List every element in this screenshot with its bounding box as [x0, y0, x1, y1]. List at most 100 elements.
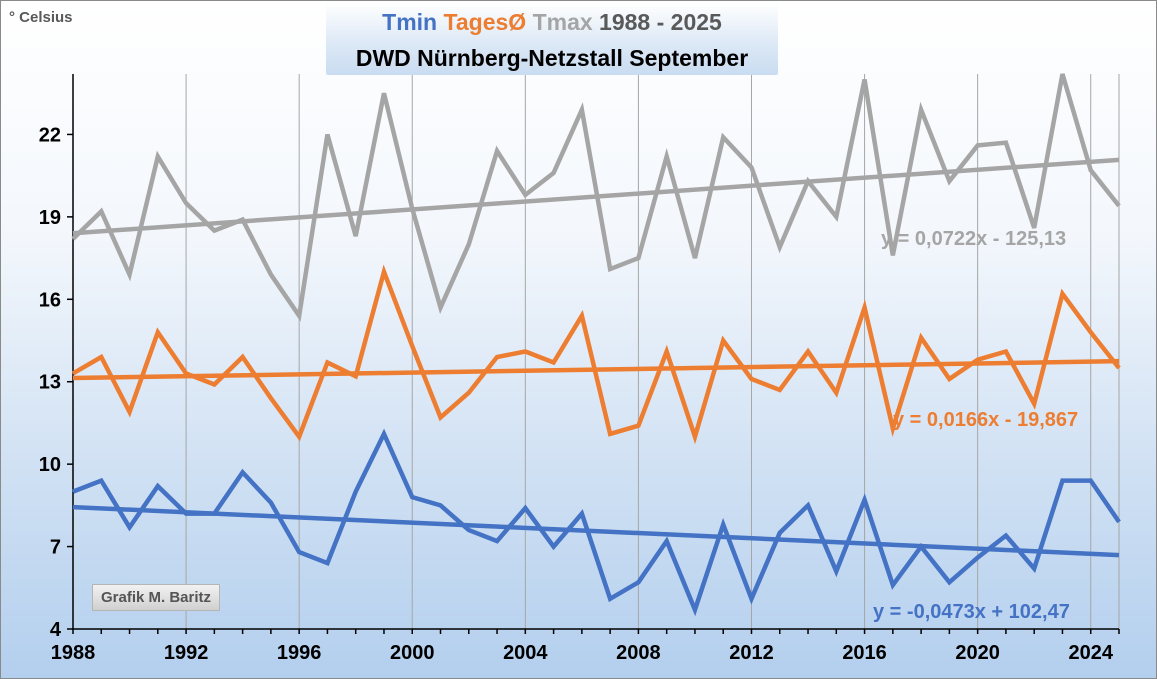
data-point-tagesmittel-1991 [157, 331, 159, 333]
data-point-tagesmittel-2025 [1118, 367, 1120, 369]
data-point-tmax-2004 [524, 194, 526, 196]
data-point-tmax-2021 [1005, 142, 1007, 144]
data-point-tagesmittel-2006 [581, 315, 583, 317]
x-tick-label-2016: 2016 [842, 642, 887, 664]
data-point-tmax-2010 [694, 257, 696, 259]
y-tick-label-16: 16 [39, 289, 61, 311]
data-point-tmin-2007 [609, 598, 611, 600]
y-tick-label-22: 22 [39, 124, 61, 146]
series-line-tmin [72, 428, 1121, 617]
x-tick-label-2012: 2012 [729, 642, 774, 664]
data-point-tmax-2008 [637, 257, 639, 259]
data-point-tmax-2019 [948, 180, 950, 182]
data-point-tagesmittel-2015 [835, 392, 837, 394]
data-point-tmin-2012 [750, 598, 752, 600]
data-point-tmin-2021 [1005, 535, 1007, 537]
y-tick-label-19: 19 [39, 207, 61, 229]
data-point-tagesmittel-2021 [1005, 351, 1007, 352]
data-point-tmin-2024 [1090, 480, 1092, 482]
x-tick-label-2000: 2000 [390, 642, 435, 664]
data-point-tagesmittel-2022 [1033, 403, 1035, 405]
data-point-tmin-2017 [892, 584, 894, 586]
data-point-tagesmittel-2018 [920, 337, 922, 339]
data-point-tmax-2024 [1090, 169, 1092, 171]
data-point-tmax-1998 [355, 235, 357, 237]
data-point-tmin-1996 [298, 551, 300, 553]
data-point-tmax-2007 [609, 268, 611, 270]
data-point-tmax-2009 [666, 155, 668, 157]
data-point-tagesmittel-2001 [440, 416, 442, 418]
x-tick-label-1996: 1996 [277, 642, 322, 664]
data-point-tmax-2016 [864, 78, 866, 80]
data-point-tmax-2001 [440, 307, 442, 309]
series-line-tmax [71, 73, 1121, 322]
data-point-tmin-2001 [440, 504, 442, 506]
data-point-tagesmittel-1999 [383, 271, 385, 273]
data-point-tmax-2014 [807, 180, 809, 182]
data-point-tmin-2015 [835, 570, 837, 572]
data-point-tmax-1990 [129, 274, 131, 276]
data-point-tmax-1996 [298, 315, 300, 317]
data-point-tmin-2016 [864, 499, 866, 501]
data-point-tagesmittel-2023 [1061, 293, 1063, 295]
data-point-tagesmittel-1989 [100, 356, 102, 358]
data-point-tagesmittel-2020 [977, 359, 979, 361]
x-tick-label-2004: 2004 [503, 642, 548, 664]
data-point-tmin-2023 [1061, 480, 1063, 482]
data-point-tmin-2002 [468, 529, 470, 531]
data-point-tagesmittel-1995 [270, 397, 272, 399]
data-point-tagesmittel-2024 [1090, 331, 1092, 333]
data-point-tmin-1997 [326, 562, 328, 564]
data-point-tagesmittel-2002 [468, 392, 470, 394]
data-point-tagesmittel-2005 [553, 361, 555, 363]
data-point-tagesmittel-2010 [694, 436, 696, 438]
data-point-tagesmittel-1992 [185, 372, 187, 374]
data-point-tmax-2023 [1061, 73, 1063, 75]
data-point-tmax-2025 [1118, 205, 1120, 207]
data-point-tmax-2018 [920, 109, 922, 111]
data-point-tmax-1991 [157, 155, 159, 157]
data-point-tmin-2009 [666, 540, 668, 542]
data-point-tmin-2018 [920, 546, 922, 548]
data-point-tmin-2003 [496, 540, 498, 542]
data-point-tagesmittel-2000 [411, 345, 413, 347]
data-point-tmax-2017 [892, 254, 894, 256]
data-point-tagesmittel-2007 [609, 433, 611, 435]
data-point-tmin-2000 [411, 496, 413, 498]
data-point-tagesmittel-1990 [129, 411, 131, 413]
data-point-tmin-2022 [1033, 568, 1035, 570]
data-point-tagesmittel-2004 [524, 351, 526, 352]
series-line-tagesmittel [71, 264, 1121, 445]
data-point-tagesmittel-1993 [213, 383, 215, 385]
trend-line-tagesmittel [72, 358, 1120, 381]
data-point-tmin-2014 [807, 504, 809, 506]
data-point-tagesmittel-2019 [948, 378, 950, 380]
trend-equation-tmin: y = -0,0473x + 102,47 [873, 601, 1070, 623]
data-point-tagesmittel-1994 [242, 356, 244, 358]
data-point-tmax-1989 [100, 210, 102, 212]
data-point-tagesmittel-1996 [298, 436, 300, 438]
data-point-tmax-1993 [213, 230, 215, 232]
data-point-tagesmittel-2016 [864, 307, 866, 309]
data-point-tmin-1993 [213, 513, 215, 515]
data-point-tmin-1991 [157, 485, 159, 487]
x-tick-label-2008: 2008 [616, 642, 661, 664]
trend-equation-tmax: y = 0,0722x - 125,13 [881, 228, 1067, 250]
data-point-tmax-2000 [411, 208, 413, 210]
data-point-tmax-1988 [72, 238, 74, 240]
y-tick-label-13: 13 [39, 372, 61, 394]
title-box: Tmin TagesØ Tmax 1988 - 2025 DWD Nürnber… [326, 3, 778, 75]
data-point-tmax-2002 [468, 243, 470, 245]
data-point-tmin-2020 [977, 557, 979, 559]
x-tick-label-2024: 2024 [1068, 642, 1113, 664]
data-point-tagesmittel-2008 [637, 425, 639, 427]
data-point-tmin-2010 [694, 609, 696, 611]
data-point-tagesmittel-2003 [496, 356, 498, 358]
data-point-tmin-2025 [1118, 521, 1120, 523]
data-point-tmax-2020 [977, 144, 979, 146]
data-point-tmax-2012 [750, 166, 752, 168]
title-part-tagesmittel: TagesØ [443, 9, 527, 35]
data-point-tagesmittel-2014 [807, 351, 809, 352]
